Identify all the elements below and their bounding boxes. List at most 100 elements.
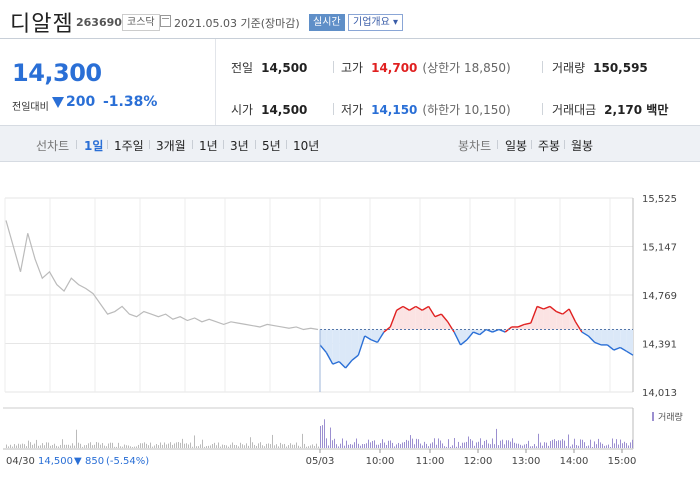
volume-bar: [48, 442, 49, 448]
volume-bar: [434, 438, 435, 448]
divider: [497, 140, 498, 149]
x-tick-label: 13:00: [512, 456, 541, 467]
volume-bar: [426, 443, 427, 448]
candle-monthly[interactable]: 월봉: [571, 139, 594, 153]
volume-bar: [374, 440, 375, 448]
volume-bar: [292, 444, 293, 448]
volume-bar: [520, 444, 521, 448]
volume-bar: [20, 444, 21, 448]
volume-bar: [562, 439, 563, 448]
volume-bar: [586, 446, 587, 448]
volume-bar: [14, 444, 15, 448]
volume-bar: [168, 443, 169, 448]
volume-bar: [386, 444, 387, 448]
volume-bar: [70, 445, 71, 448]
volume-bar: [44, 445, 45, 448]
volume-bar: [26, 446, 27, 448]
volume-bar: [612, 438, 613, 448]
volume-bar: [482, 444, 483, 448]
volume-bar: [298, 445, 299, 448]
volume-bar: [402, 442, 403, 448]
volume-bar: [32, 444, 33, 448]
volume-bar: [498, 445, 499, 448]
area-segment: [332, 329, 340, 365]
area-segment: [607, 329, 614, 351]
divider: [564, 140, 565, 149]
volume-bar: [430, 443, 431, 448]
volume-bar: [118, 442, 119, 448]
period-1y[interactable]: 1년: [199, 139, 218, 153]
volume-bar: [300, 446, 301, 448]
volume-bar: [392, 442, 393, 448]
volume-bar: [492, 438, 493, 448]
x-axis-labels: 05/03 10:00 11:00 12:00 13:00 14:00 15:00: [306, 449, 636, 467]
volume-bar: [472, 440, 473, 448]
company-info-button[interactable]: 기업개요 ▾: [348, 14, 404, 31]
period-1d[interactable]: 1일: [84, 139, 104, 153]
line-segment: [370, 339, 378, 343]
volume-bar: [630, 442, 631, 448]
volume-bar: [16, 445, 17, 448]
volume-bar: [138, 444, 139, 448]
volume-bar: [208, 445, 209, 448]
volume-bar: [240, 442, 241, 448]
line-segment: [421, 305, 429, 311]
change-percent: -1.38%: [103, 94, 158, 110]
volume-bar: [112, 442, 113, 448]
period-3y[interactable]: 3년: [230, 139, 249, 153]
volume-bar: [210, 445, 211, 448]
volume-bar: [268, 443, 269, 448]
line-segment: [626, 350, 634, 356]
volume-bar: [252, 442, 253, 448]
volume-bar: [110, 442, 111, 448]
line-segment: [440, 313, 449, 323]
volume-bar: [342, 438, 343, 448]
volume-bar: [96, 442, 97, 448]
high-price: 고가 14,700 (상한가 18,850): [341, 61, 511, 75]
base-date: 2021.05.03 기준(장마감): [174, 17, 300, 30]
volume-bar: [42, 443, 43, 448]
area-segment: [320, 329, 327, 353]
period-5y[interactable]: 5년: [262, 139, 281, 153]
volume-bar: [394, 446, 395, 448]
volume-bar: [172, 444, 173, 448]
line-segment: [453, 331, 462, 346]
period-10y[interactable]: 10년: [293, 139, 320, 153]
volume-bar: [582, 439, 583, 448]
volume-bar: [154, 445, 155, 448]
volume-bar: [274, 445, 275, 448]
prev-day-line: [5, 220, 319, 331]
volume-bar: [140, 443, 141, 448]
volume-bar: [164, 442, 165, 448]
period-3m[interactable]: 3개월: [156, 139, 186, 153]
candle-weekly[interactable]: 주봉: [538, 139, 561, 153]
volume-bar: [288, 445, 289, 448]
volume-bar: [504, 444, 505, 448]
volume-bar: [266, 443, 267, 448]
volume-bar: [88, 443, 89, 448]
volume-bar: [372, 440, 373, 448]
volume-bar: [104, 445, 105, 448]
period-1w[interactable]: 1주일: [114, 139, 144, 153]
candle-daily[interactable]: 일봉: [505, 139, 528, 153]
volume-bar: [388, 440, 389, 448]
volume-bar: [552, 439, 553, 448]
volume-bar: [412, 438, 413, 448]
volume-bar: [574, 438, 575, 448]
divider: [192, 140, 193, 149]
volume-bar: [78, 442, 79, 448]
volume-bar: [406, 439, 407, 448]
volume-bar: [106, 446, 107, 448]
line-segment: [549, 305, 557, 313]
volume-bar: [222, 444, 223, 448]
stock-name: 디알젬: [10, 12, 74, 37]
volume-bar: [628, 445, 629, 448]
volume-bar: [518, 443, 519, 448]
price-chart[interactable]: 15,525 15,147 14,769 14,391 14,013 05/03 10:0…: [0, 162, 700, 480]
volume-bar: [476, 442, 477, 448]
volume-bar: [548, 445, 549, 448]
realtime-button[interactable]: 실시간: [309, 14, 345, 31]
volume-bar: [464, 442, 465, 448]
divider: [542, 103, 543, 115]
volume-bar: [576, 445, 577, 448]
